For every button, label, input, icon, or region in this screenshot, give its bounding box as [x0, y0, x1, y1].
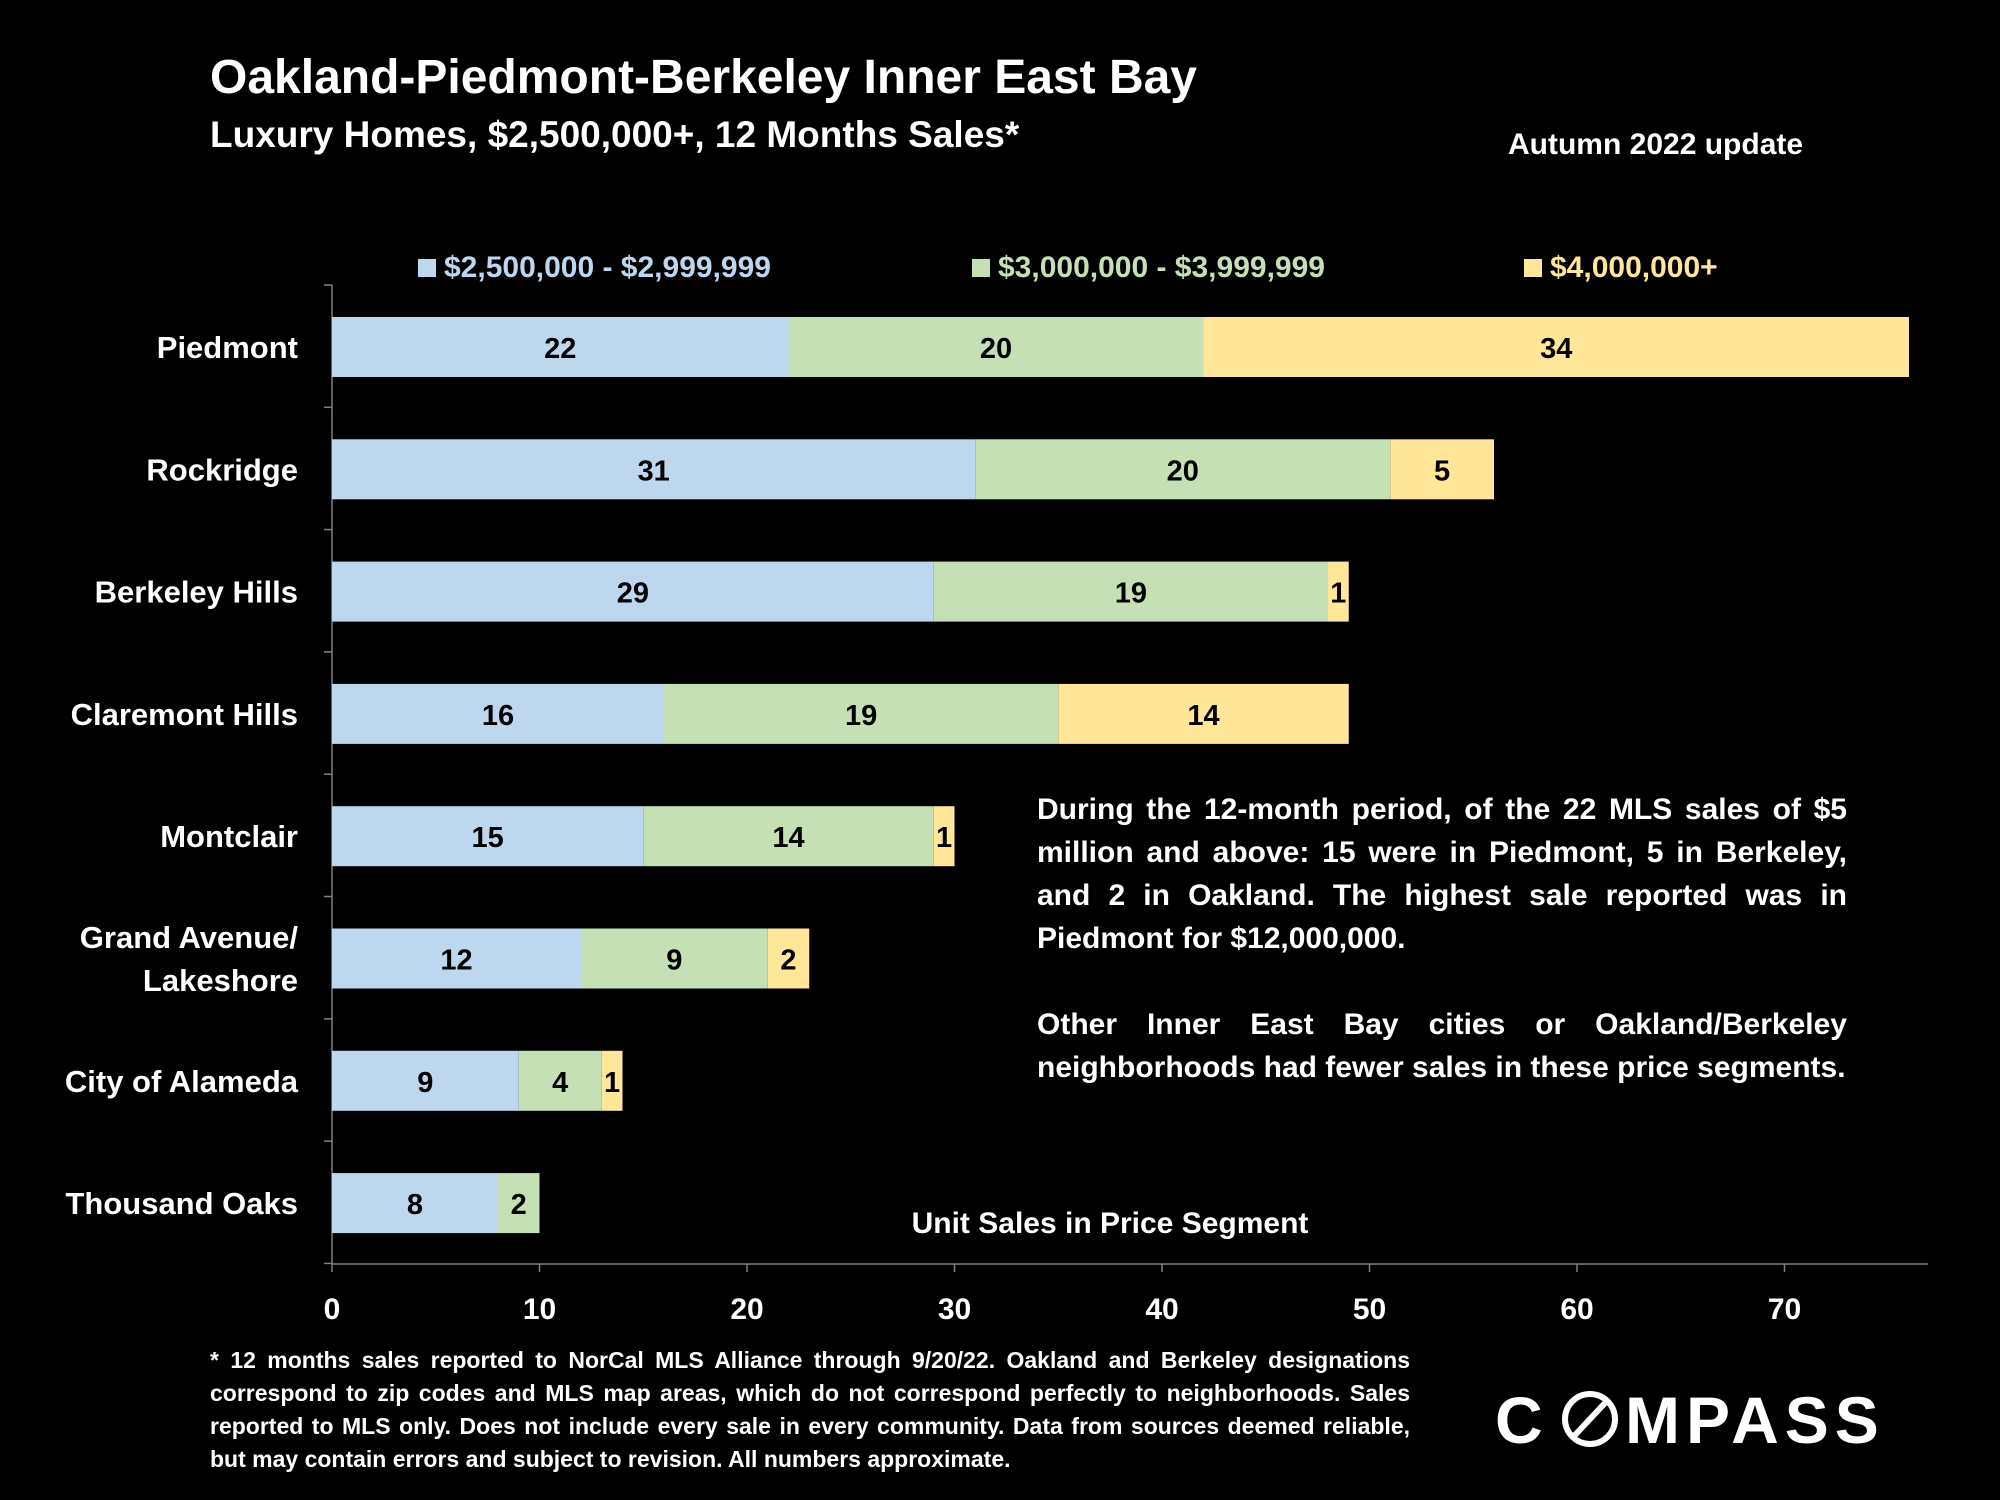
x-tick-label: 60: [1560, 1293, 1593, 1326]
bar-segment: [975, 439, 1391, 500]
data-label: 19: [845, 700, 877, 732]
data-label: 9: [417, 1067, 433, 1099]
compass-logo-text-rest: MPASS: [1625, 1383, 1885, 1453]
legend-label-3: $4,000,000+: [1550, 251, 1718, 284]
data-label: 4: [552, 1067, 568, 1099]
data-label: 20: [1167, 455, 1199, 487]
bar-segment: [332, 561, 934, 622]
bar-segment: [332, 806, 644, 867]
data-label: 22: [544, 333, 576, 365]
legend-label-2: $3,000,000 - $3,999,999: [998, 251, 1325, 284]
legend-label-1: $2,500,000 - $2,999,999: [444, 251, 771, 284]
x-tick-label: 70: [1768, 1293, 1801, 1326]
bar-segment: [1203, 317, 1909, 377]
data-label: 29: [617, 578, 649, 610]
bar-segment: [1390, 439, 1494, 500]
data-label: 8: [407, 1189, 423, 1221]
bar-segment: [332, 1050, 519, 1111]
chart-subtitle: Luxury Homes, $2,500,000+, 12 Months Sal…: [210, 114, 1020, 155]
update-label: Autumn 2022 update: [1508, 128, 1804, 161]
bar-segment: [332, 928, 581, 989]
legend-swatch-2: [972, 259, 990, 277]
bar-segment: [933, 806, 955, 867]
category-label: Lakeshore: [143, 963, 298, 998]
x-tick-label: 10: [523, 1293, 556, 1326]
bar-segment: [332, 1173, 498, 1234]
data-label: 15: [471, 822, 503, 854]
data-label: 1: [1330, 578, 1346, 610]
data-label: 31: [637, 455, 669, 487]
bar-segment: [643, 806, 934, 867]
bar-segment: [767, 928, 810, 989]
footnote: * 12 months sales reported to NorCal MLS…: [210, 1347, 1410, 1472]
bar-segment: [664, 683, 1059, 744]
category-label: City of Alameda: [65, 1064, 299, 1099]
bar-segment: [933, 561, 1328, 622]
category-label: Rockridge: [146, 452, 298, 487]
bar-segment: [332, 317, 789, 377]
x-tick-label: 0: [324, 1293, 341, 1326]
data-label: 1: [604, 1067, 620, 1099]
data-label: 16: [482, 700, 514, 732]
bar-segment: [498, 1173, 540, 1234]
category-label: Piedmont: [157, 330, 298, 365]
x-tick-label: 20: [730, 1293, 763, 1326]
bar-segment: [1328, 561, 1349, 622]
bar-segment: [332, 683, 664, 744]
data-label: 19: [1115, 578, 1147, 610]
legend-swatch-3: [1524, 259, 1542, 277]
category-label: Grand Avenue/: [80, 920, 299, 955]
x-tick-label: 50: [1353, 1293, 1386, 1326]
data-label: 1: [936, 822, 952, 854]
legend-swatch-1: [418, 259, 436, 277]
category-label: Montclair: [160, 819, 298, 854]
category-label: Claremont Hills: [71, 697, 298, 732]
data-label: 12: [440, 945, 472, 977]
data-label: 20: [980, 333, 1012, 365]
x-tick-label: 30: [938, 1293, 971, 1326]
bar-segment: [518, 1050, 602, 1111]
x-tick-label: 40: [1145, 1293, 1178, 1326]
data-label: 2: [511, 1189, 527, 1221]
data-label: 9: [666, 945, 682, 977]
note-paragraph-1: During the 12-month period, of the 22 ML…: [1037, 793, 1847, 955]
bar-segment: [788, 317, 1204, 377]
bar-segment: [601, 1050, 623, 1111]
data-label: 2: [780, 945, 796, 977]
legend-item-1: $2,500,000 - $2,999,999: [418, 248, 771, 288]
legend-item-3: $4,000,000+: [1524, 248, 1718, 288]
compass-logo-text: C: [1495, 1383, 1549, 1453]
bar-segment: [332, 439, 976, 500]
data-label: 34: [1540, 333, 1572, 365]
x-axis-label: Unit Sales in Price Segment: [912, 1207, 1309, 1240]
compass-o-icon: [1562, 1391, 1618, 1447]
compass-logo: C MPASS: [1495, 1383, 1885, 1453]
legend-item-2: $3,000,000 - $3,999,999: [972, 248, 1325, 288]
data-label: 14: [1187, 700, 1219, 732]
category-label: Thousand Oaks: [65, 1186, 298, 1221]
market-note: During the 12-month period, of the 22 ML…: [1037, 788, 1847, 1132]
note-paragraph-2: Other Inner East Bay cities or Oakland/B…: [1037, 1008, 1847, 1084]
data-label: 5: [1434, 455, 1450, 487]
chart-title: Oakland-Piedmont-Berkeley Inner East Bay: [210, 51, 1197, 104]
bar-segment: [581, 928, 768, 989]
data-label: 14: [772, 822, 804, 854]
bar-segment: [1058, 683, 1349, 744]
category-label: Berkeley Hills: [95, 575, 298, 610]
